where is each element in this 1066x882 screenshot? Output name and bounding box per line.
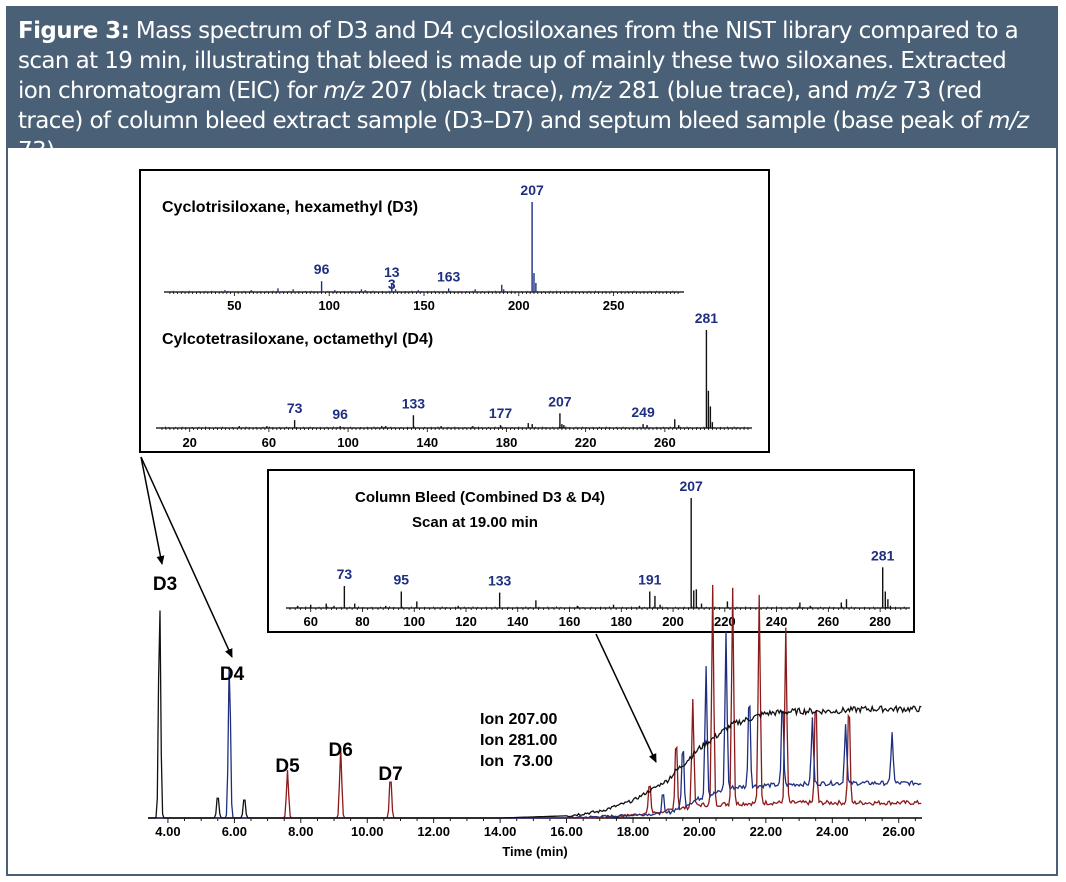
caption-part: Mass spectrum of D3 and D4 cyclosiloxane… xyxy=(18,18,1019,104)
caption-part: 73 (red trace) of column bleed extract s… xyxy=(18,78,989,134)
d4-tick-label: 220 xyxy=(575,435,597,450)
figure-frame: Figure 3: Mass spectrum of D3 and D4 cyc… xyxy=(6,6,1058,876)
time-tick-label: 26.00 xyxy=(882,824,915,839)
time-tick-label: 8.00 xyxy=(288,824,313,839)
d3-peak-label: 13 xyxy=(384,264,400,280)
time-tick-label: 20.00 xyxy=(683,824,716,839)
d4-peak-label: 177 xyxy=(489,405,513,421)
peak-label-d6: D6 xyxy=(329,740,353,761)
d4-tick-label: 100 xyxy=(337,435,359,450)
cb-peak-label: 133 xyxy=(488,573,512,589)
caption-part: 207 (black trace), xyxy=(363,78,571,104)
d4-tick-label: 20 xyxy=(182,435,196,450)
d3-peak-label: 207 xyxy=(520,182,544,198)
arrow-to-d3 xyxy=(140,456,165,565)
caption-part: m/z xyxy=(988,108,1029,134)
cb-tick-label: 140 xyxy=(507,614,529,629)
nist-panel-border xyxy=(139,169,770,453)
cb-peak-label: 73 xyxy=(337,566,353,582)
d4-tick-label: 60 xyxy=(262,435,276,450)
column-bleed-subtitle: Scan at 19.00 min xyxy=(412,514,538,531)
caption-part: m/z xyxy=(570,78,612,104)
caption-part: m/z xyxy=(323,78,364,104)
time-tick-label: 6.00 xyxy=(222,824,247,839)
cb-tick-label: 160 xyxy=(559,614,581,629)
time-tick-label: 14.00 xyxy=(484,824,517,839)
arrow-to-d4 xyxy=(140,456,233,658)
d3-peak-label: 3 xyxy=(388,276,396,292)
d4-tick-label: 140 xyxy=(416,435,438,450)
caption-part: m/z xyxy=(855,78,896,104)
caption-label: Figure 3: xyxy=(18,18,130,44)
nist-library-panel: Cyclotrisiloxane, hexamethyl (D3) 50 100 15… xyxy=(139,169,770,453)
d3-tick-label: 250 xyxy=(603,298,625,313)
d3-tick-label: 50 xyxy=(227,298,241,313)
cb-tick-label: 60 xyxy=(303,614,317,629)
peak-label-d7: D7 xyxy=(378,764,402,785)
peak-label-d4: D4 xyxy=(220,664,245,685)
d4-peak-label: 96 xyxy=(332,406,348,422)
time-tick-label: 24.00 xyxy=(816,824,849,839)
legend-entry: Ion 73.00 xyxy=(480,753,553,770)
figure-caption: Figure 3: Mass spectrum of D3 and D4 cyc… xyxy=(8,8,1056,164)
legend-entry: Ion 207.00 xyxy=(480,711,557,728)
arrow-to-19min xyxy=(595,633,657,763)
peak-label-d5: D5 xyxy=(275,756,300,777)
chromatogram: 4.00 6.00 8.00 10.00 12.00 14.00 16.00 18.00 20.… xyxy=(148,574,922,859)
time-axis-title: Time (min) xyxy=(502,844,568,859)
d4-peak-label: 281 xyxy=(695,310,719,326)
trace-ion-207.00 xyxy=(148,610,922,819)
d3-tick-label: 100 xyxy=(318,298,340,313)
column-bleed-panel: Column Bleed (Combined D3 & D4) Scan at 1… xyxy=(267,469,915,633)
d4-tick-label: 180 xyxy=(496,435,518,450)
d4-peak-label: 207 xyxy=(548,393,572,409)
cb-tick-label: 280 xyxy=(869,614,891,629)
cb-peak-label: 281 xyxy=(871,547,895,563)
cb-tick-label: 180 xyxy=(610,614,632,629)
d3-spectrum: Cyclotrisiloxane, hexamethyl (D3) 50 100 15… xyxy=(162,182,684,313)
time-tick-label: 4.00 xyxy=(155,824,180,839)
time-tick-label: 22.00 xyxy=(750,824,783,839)
d4-title: Cylcotetrasiloxane, octamethyl (D4) xyxy=(162,331,433,348)
cb-tick-label: 220 xyxy=(714,614,736,629)
d4-peak-label: 73 xyxy=(287,400,303,416)
cb-tick-label: 260 xyxy=(818,614,840,629)
cb-peak-label: 191 xyxy=(638,572,662,588)
d3-peak-label: 163 xyxy=(437,268,461,284)
caption-part: 73). xyxy=(18,138,62,164)
time-tick-label: 18.00 xyxy=(617,824,650,839)
cb-tick-label: 240 xyxy=(766,614,788,629)
legend-entry: Ion 281.00 xyxy=(480,732,557,749)
d3-peak-label: 96 xyxy=(314,261,330,277)
d4-spectrum: Cylcotetrasiloxane, octamethyl (D4) 20 60 1… xyxy=(156,310,752,450)
caption-text: Mass spectrum of D3 and D4 cyclosiloxane… xyxy=(18,18,1029,164)
cb-tick-label: 200 xyxy=(662,614,684,629)
d4-peak-label: 249 xyxy=(631,404,655,420)
column-bleed-title: Column Bleed (Combined D3 & D4) xyxy=(355,489,605,506)
peak-label-d3: D3 xyxy=(153,574,177,595)
cb-tick-label: 80 xyxy=(355,614,369,629)
caption-part: 281 (blue trace), and xyxy=(611,78,856,104)
d3-tick-label: 200 xyxy=(508,298,530,313)
time-tick-label: 10.00 xyxy=(351,824,384,839)
d3-title: Cyclotrisiloxane, hexamethyl (D3) xyxy=(162,199,418,216)
cb-tick-label: 120 xyxy=(455,614,477,629)
cb-tick-label: 100 xyxy=(403,614,425,629)
cb-peak-label: 207 xyxy=(679,478,703,494)
d4-tick-label: 260 xyxy=(654,435,676,450)
time-tick-label: 16.00 xyxy=(550,824,583,839)
time-tick-label: 12.00 xyxy=(417,824,450,839)
d3-tick-label: 150 xyxy=(413,298,435,313)
cb-peak-label: 95 xyxy=(394,572,410,588)
column-bleed-border xyxy=(267,469,915,633)
d4-peak-label: 133 xyxy=(402,395,426,411)
